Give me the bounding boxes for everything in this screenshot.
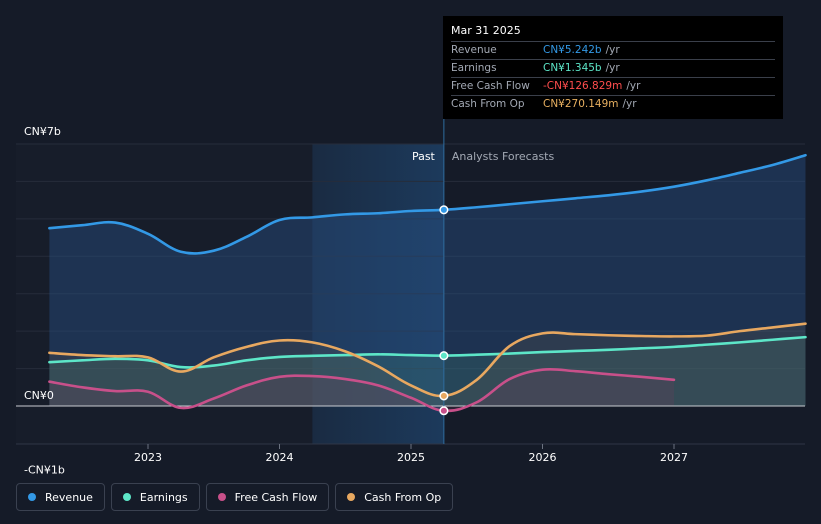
legend-item-revenue[interactable]: Revenue [16, 483, 105, 511]
tooltip-unit: /yr [626, 80, 641, 92]
series-line-cash-from-op [48, 322, 807, 398]
legend-label: Earnings [139, 490, 188, 504]
highlight-marker-revenue [439, 205, 449, 215]
x-tick-label: 2025 [397, 451, 425, 464]
legend-item-earnings[interactable]: Earnings [110, 483, 200, 511]
x-tick-label: 2027 [660, 451, 688, 464]
tooltip: Mar 31 2025 Revenue CN¥5.242b /yr Earnin… [443, 16, 783, 119]
tooltip-unit: /yr [622, 98, 637, 110]
legend-item-free-cash-flow[interactable]: Free Cash Flow [205, 483, 330, 511]
tooltip-label: Revenue [451, 44, 497, 56]
tooltip-value: -CN¥126.829m [543, 80, 623, 92]
tooltip-row-cash-from-op: Cash From Op CN¥270.149m /yr [451, 95, 775, 113]
legend-label: Cash From Op [364, 490, 442, 504]
legend-item-cash-from-op[interactable]: Cash From Op [335, 483, 454, 511]
tooltip-label: Cash From Op [451, 98, 525, 110]
legend-label: Revenue [45, 490, 93, 504]
tooltip-unit: /yr [605, 62, 620, 74]
series-area-free-cash-flow [49, 369, 674, 411]
legend-dot-icon [122, 493, 131, 501]
tooltip-row-earnings: Earnings CN¥1.345b /yr [451, 59, 775, 77]
y-tick-label: CN¥0 [24, 389, 54, 402]
y-tick-label: -CN¥1b [24, 463, 65, 476]
series-area-revenue [49, 155, 806, 406]
y-tick-label: CN¥7b [24, 125, 61, 138]
tooltip-label: Free Cash Flow [451, 80, 530, 92]
forecast-label: Analysts Forecasts [452, 150, 555, 163]
legend-dot-icon [347, 493, 356, 501]
highlight-marker-earnings [439, 351, 449, 361]
tooltip-unit: /yr [605, 44, 620, 56]
x-tick-label: 2026 [529, 451, 557, 464]
tooltip-value: CN¥5.242b [543, 44, 602, 56]
legend-dot-icon [28, 493, 36, 501]
legend-label: Free Cash Flow [234, 490, 318, 504]
tooltip-value: CN¥270.149m [543, 98, 619, 110]
tooltip-date: Mar 31 2025 [451, 24, 521, 37]
highlight-marker-cash-from-op [439, 391, 449, 401]
highlight-marker-free-cash-flow [439, 406, 449, 416]
series-line-earnings [48, 335, 807, 369]
tooltip-row-free-cash-flow: Free Cash Flow -CN¥126.829m /yr [451, 77, 775, 95]
series-line-revenue [48, 153, 807, 255]
legend: Revenue Earnings Free Cash Flow Cash Fro… [16, 483, 454, 511]
x-tick-label: 2023 [134, 451, 162, 464]
legend-dot-icon [217, 493, 226, 501]
series-line-free-cash-flow [48, 367, 676, 413]
x-tick-label: 2024 [266, 451, 294, 464]
series-area-cash-from-op [49, 323, 806, 406]
tooltip-label: Earnings [451, 62, 497, 74]
tooltip-row-revenue: Revenue CN¥5.242b /yr [451, 41, 775, 59]
past-label: Past [412, 150, 436, 163]
tooltip-value: CN¥1.345b [543, 62, 602, 74]
